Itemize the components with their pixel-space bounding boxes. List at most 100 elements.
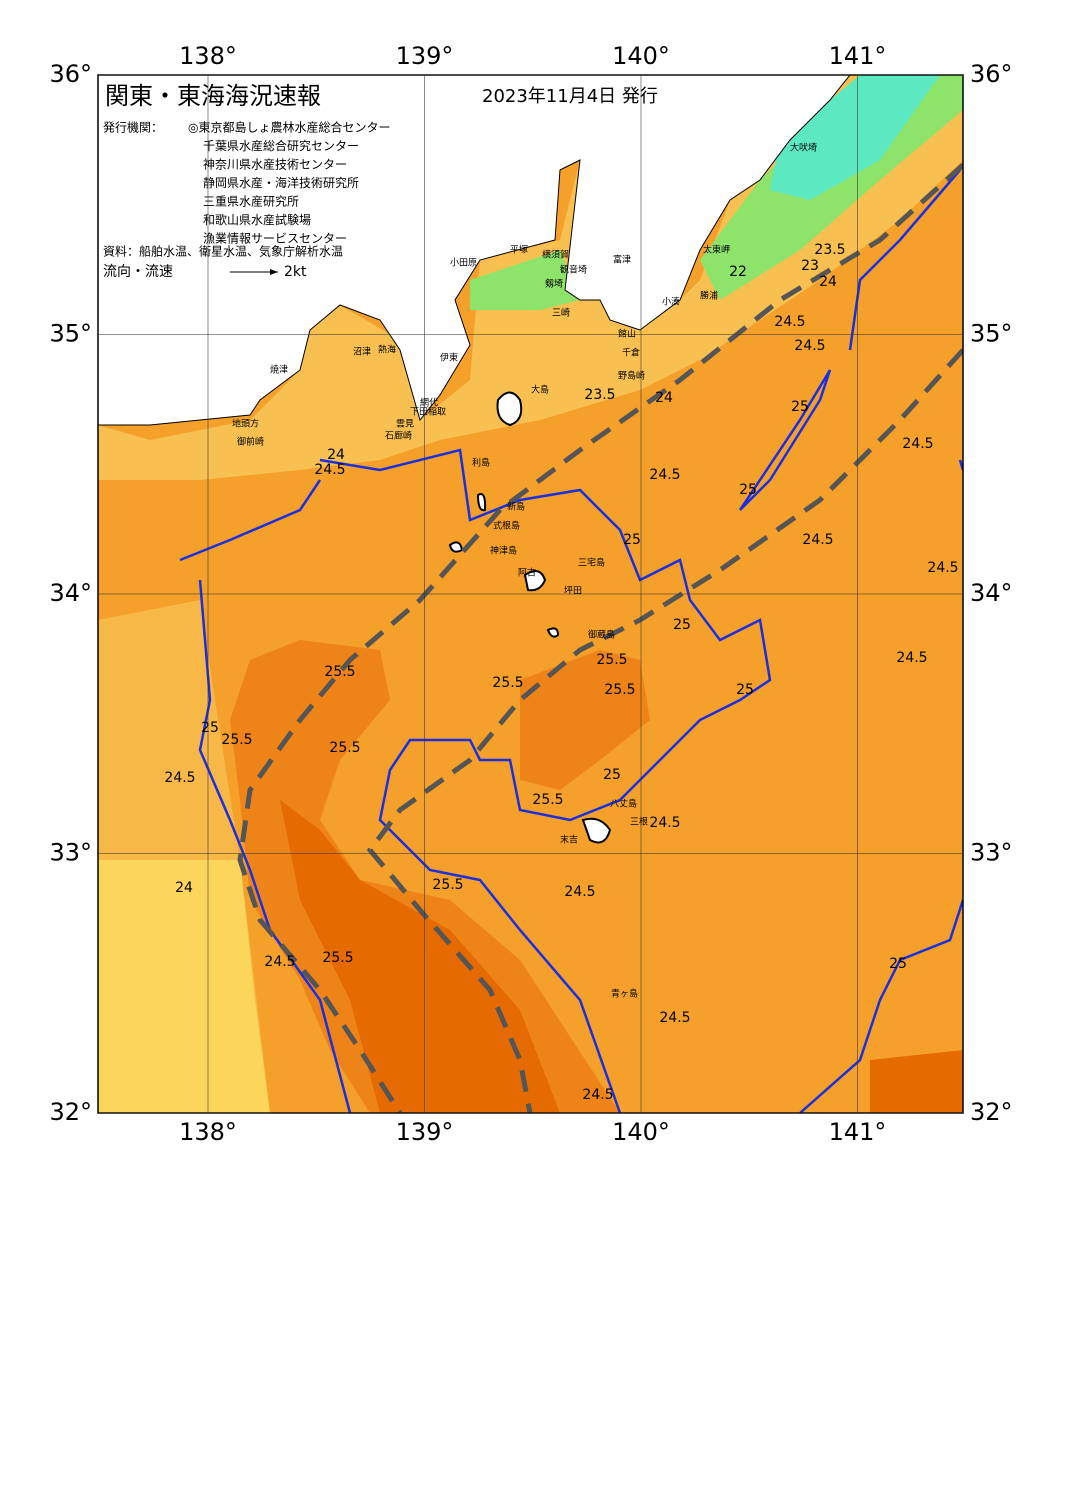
contour-label: 25.5 (322, 950, 353, 966)
warm-water (520, 650, 650, 790)
title: 関東・東海海況速報 (105, 82, 321, 110)
contour-label: 24 (175, 880, 193, 896)
place-name: 剱埼 (545, 278, 563, 290)
place-name: 石廊崎 (385, 430, 412, 442)
contour-label: 24.5 (794, 338, 825, 354)
contour-label: 24.5 (649, 467, 680, 483)
lon-label-bottom: 138° (179, 1118, 237, 1146)
place-name: 千倉 (622, 347, 640, 359)
cold-water (770, 75, 940, 200)
island (448, 391, 612, 844)
place-name: 小田原 (450, 258, 477, 269)
lat-label-right: 33° (970, 839, 1013, 867)
lat-label-right: 32° (970, 1098, 1013, 1126)
place-name: 式根島 (493, 520, 520, 532)
isotherm-line (738, 169, 963, 1113)
lon-label-top: 138° (179, 42, 237, 70)
place-name: 地頭方 (232, 418, 259, 430)
lat-label-right: 35° (970, 320, 1013, 348)
contour-label: 22 (729, 264, 747, 280)
issuer: 和歌山県水産試験場 (203, 212, 311, 227)
contour-label: 24.5 (902, 436, 933, 452)
contour-label: 25.5 (324, 664, 355, 680)
data-source: 資料：船舶水温、衛星水温、気象庁解析水温 (103, 244, 343, 259)
issuer-label: 発行機関： (103, 120, 163, 135)
contour-label: 24.5 (774, 314, 805, 330)
contour-label: 24 (655, 390, 673, 406)
place-name: 館山 (618, 328, 636, 340)
issuer: 静岡県水産・海洋技術研究所 (203, 175, 359, 190)
lat-label-right: 34° (970, 579, 1013, 607)
place-name: 大島 (531, 384, 549, 396)
lat-label-right: 36° (970, 60, 1013, 88)
place-name: 平塚 (510, 245, 528, 256)
place-name: 御蔵島 (588, 629, 615, 641)
place-name: 三崎 (552, 307, 570, 319)
place-name: 太東岬 (703, 244, 730, 256)
contour-label: 24.5 (896, 650, 927, 666)
contour-label: 25.5 (329, 740, 360, 756)
place-name: 焼津 (270, 365, 288, 376)
contour-label: 25.5 (532, 792, 563, 808)
place-name: 三宅島 (578, 557, 605, 569)
contour-label: 23.5 (814, 242, 845, 258)
place-name: 網代 (420, 397, 438, 409)
contour-label: 24.5 (649, 815, 680, 831)
place-name: 下田 (410, 407, 428, 418)
legend-scale: 2kt (284, 264, 307, 280)
kuroshio-path (237, 163, 963, 1113)
place-name: 神津島 (490, 545, 517, 557)
place-name: 稲取 (428, 406, 446, 418)
place-name: 青ヶ島 (611, 988, 638, 1000)
contour-label: 25.5 (604, 682, 635, 698)
lon-label-top: 141° (829, 42, 887, 70)
contour-label: 24.5 (927, 560, 958, 576)
place-name: 三根 (630, 816, 648, 828)
issuer: ◎東京都島しょ農林水産総合センター (188, 120, 390, 135)
contour-label: 24.5 (164, 770, 195, 786)
place-name: 富津 (613, 254, 631, 266)
lat-label-left: 36° (49, 60, 92, 88)
issuer: 神奈川県水産技術センター (203, 157, 347, 172)
land (98, 75, 851, 426)
lat-label-left: 32° (49, 1098, 92, 1126)
contour-label: 25 (673, 617, 691, 633)
contour-label: 24.5 (564, 884, 595, 900)
contour-label: 25 (736, 682, 754, 698)
contour-label: 25.5 (492, 675, 523, 691)
cool-water (98, 860, 270, 1113)
place-name: 野島崎 (618, 370, 645, 382)
place-name: 小湊 (662, 296, 680, 308)
place-name: 末吉 (560, 834, 578, 846)
lon-label-top: 139° (396, 42, 454, 70)
warm-core (280, 800, 560, 1113)
legend-label: 流向・流速 (103, 264, 173, 280)
lon-label-bottom: 139° (396, 1118, 454, 1146)
lon-label-bottom: 140° (612, 1118, 670, 1146)
issue-date: 2023年11月4日 発行 (482, 86, 658, 107)
contour-label: 24.5 (264, 954, 295, 970)
contour-label: 24 (819, 274, 837, 290)
place-name: 御前崎 (237, 436, 264, 448)
lon-label-bottom: 141° (829, 1118, 887, 1146)
place-name: 沼津 (353, 347, 371, 358)
contour-label: 25.5 (596, 652, 627, 668)
place-name: 坪田 (564, 586, 582, 597)
place-name: 利島 (472, 457, 490, 469)
contour-label: 25 (889, 956, 907, 972)
place-name: 横須賀 (542, 249, 569, 261)
contour-label: 23 (801, 258, 819, 274)
warm-core (870, 1050, 963, 1113)
place-name: 伊東 (440, 352, 458, 364)
place-name: 八丈島 (610, 798, 637, 810)
current-axis (237, 163, 963, 1113)
contour-label: 25.5 (221, 732, 252, 748)
contour-label: 24.5 (314, 462, 345, 478)
contour-label: 24.5 (582, 1087, 613, 1103)
contour-label: 25 (623, 532, 641, 548)
contour-label: 24.5 (802, 532, 833, 548)
contour-label: 25.5 (432, 877, 463, 893)
issuer: 千葉県水産総合研究センター (203, 138, 359, 153)
